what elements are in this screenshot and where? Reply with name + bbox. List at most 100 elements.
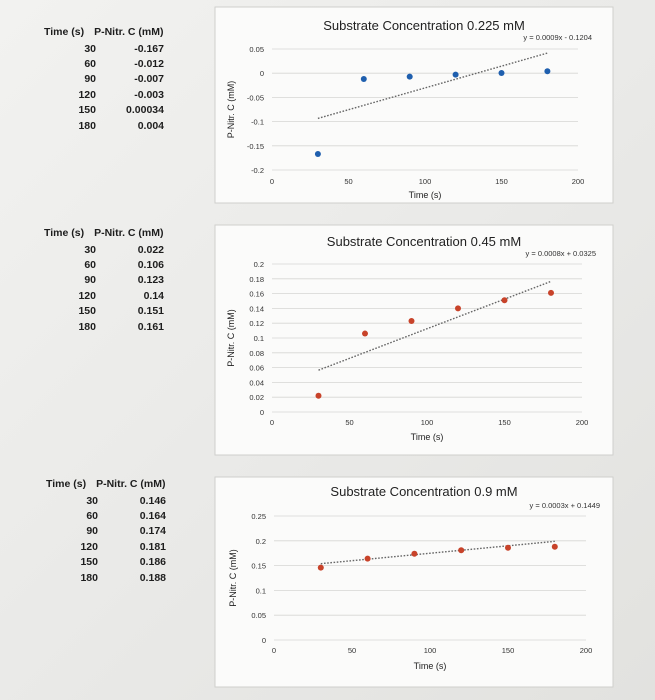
y-tick-label: 0 <box>262 636 266 645</box>
y-axis-label: P-Nitr. C (mM) <box>228 549 238 607</box>
concentration-cell: 0.106 <box>137 259 164 272</box>
time-cell: 60 <box>84 58 96 71</box>
data-point <box>455 305 461 312</box>
data-point <box>408 317 415 324</box>
concentration-column-header: P-Nitr. C (mM) <box>96 478 166 490</box>
data-point <box>314 151 321 158</box>
y-axis-label: P-Nitr. C (mM) <box>226 81 236 139</box>
data-point <box>360 76 367 83</box>
data-point <box>406 73 413 80</box>
x-tick-label: 200 <box>572 177 585 186</box>
time-cell: 120 <box>78 289 96 302</box>
time-cell: 60 <box>86 510 98 523</box>
table-row: 90 -0.007 <box>44 72 164 87</box>
y-tick-label: 0.1 <box>256 586 266 595</box>
y-axis-label: P-Nitr. C (mM) <box>226 309 236 367</box>
concentration-cell: 0.161 <box>137 320 164 333</box>
table-body: 30 0.146 60 0.164 90 0.174 120 0.181 150 0.186 180… <box>46 493 166 585</box>
chart-title: Substrate Concentration 0.9 mM <box>330 484 517 499</box>
table-row: 90 0.123 <box>44 273 164 288</box>
concentration-cell: 0.186 <box>139 556 166 569</box>
concentration-cell: -0.012 <box>134 58 164 71</box>
y-tick-label: 0.05 <box>249 45 264 54</box>
y-tick-label: 0.25 <box>251 512 266 521</box>
table-body: 30 -0.167 60 -0.012 90 -0.007 120 -0.003 150 0.00… <box>44 41 164 133</box>
y-tick-label: 0.15 <box>251 562 266 571</box>
time-cell: 90 <box>84 73 96 86</box>
x-axis-label: Time (s) <box>411 432 444 442</box>
time-cell: 120 <box>78 88 96 101</box>
time-cell: 180 <box>78 119 96 132</box>
x-tick-label: 0 <box>270 418 274 427</box>
concentration-cell: 0.022 <box>137 243 164 256</box>
chart-substrate-045: Substrate Concentration 0.45 mM y = 0.000… <box>214 224 614 456</box>
trendline <box>317 52 548 120</box>
time-cell: 90 <box>84 274 96 287</box>
table-header: Time (s) P-Nitr. C (mM) <box>44 26 164 38</box>
table-header: Time (s) P-Nitr. C (mM) <box>44 227 164 239</box>
table-row: 180 0.161 <box>44 319 164 334</box>
concentration-cell: -0.167 <box>134 42 164 55</box>
table-row: 60 0.164 <box>46 508 166 523</box>
data-point <box>548 289 554 296</box>
x-axis-label: Time (s) <box>409 190 442 200</box>
time-cell: 30 <box>84 42 96 55</box>
x-tick-label: 100 <box>419 177 432 186</box>
y-tick-label: -0.1 <box>251 118 264 127</box>
y-tick-label: -0.15 <box>247 142 264 151</box>
table-header: Time (s) P-Nitr. C (mM) <box>46 478 166 490</box>
data-point <box>544 68 551 75</box>
time-cell: 90 <box>86 525 98 538</box>
trendline-equation: y = 0.0003x + 0.1449 <box>530 501 600 510</box>
y-tick-label: 0 <box>260 408 264 417</box>
table-row: 150 0.186 <box>46 555 166 570</box>
table-row: 60 -0.012 <box>44 56 164 71</box>
time-cell: 180 <box>78 320 96 333</box>
table-row: 150 0.151 <box>44 304 164 319</box>
chart-substrate-0225: Substrate Concentration 0.225 mMy = 0.00… <box>214 6 614 204</box>
x-axis-label: Time (s) <box>414 661 447 671</box>
data-point <box>458 547 465 554</box>
time-cell: 30 <box>84 243 96 256</box>
x-tick-label: 150 <box>495 177 508 186</box>
concentration-cell: -0.003 <box>134 88 164 101</box>
time-cell: 150 <box>80 556 98 569</box>
x-tick-label: 50 <box>344 177 352 186</box>
data-point <box>498 70 505 77</box>
x-tick-label: 0 <box>272 646 276 655</box>
time-column-header: Time (s) <box>44 26 85 38</box>
concentration-cell: 0.188 <box>139 571 166 584</box>
y-tick-label: 0.04 <box>249 378 264 387</box>
y-tick-label: 0.1 <box>254 334 264 343</box>
time-cell: 60 <box>84 259 96 272</box>
time-cell: 150 <box>78 104 96 117</box>
concentration-cell: -0.007 <box>134 73 164 86</box>
y-tick-label: 0.2 <box>256 537 266 546</box>
x-tick-label: 200 <box>576 418 589 427</box>
table-row: 150 0.00034 <box>44 103 164 118</box>
table-row: 120 0.14 <box>44 288 164 303</box>
y-tick-label: 0.08 <box>249 349 264 358</box>
y-tick-label: 0.14 <box>249 304 264 313</box>
y-tick-label: 0.06 <box>249 364 264 373</box>
concentration-cell: 0.164 <box>139 510 166 523</box>
concentration-cell: 0.123 <box>137 274 164 287</box>
y-tick-label: -0.2 <box>251 166 264 175</box>
table-row: 60 0.106 <box>44 257 164 272</box>
data-point <box>411 550 418 557</box>
data-point <box>452 71 459 78</box>
concentration-cell: 0.14 <box>143 289 164 302</box>
data-table-1: Time (s) P-Nitr. C (mM) 30 -0.167 60 -0.012… <box>44 26 164 133</box>
x-tick-label: 50 <box>345 418 353 427</box>
concentration-cell: 0.174 <box>139 525 166 538</box>
time-column-header: Time (s) <box>46 478 87 490</box>
y-tick-label: -0.05 <box>247 93 264 102</box>
data-point <box>501 297 508 304</box>
data-point <box>364 555 371 562</box>
time-column-header: Time (s) <box>44 227 85 239</box>
data-table-3: Time (s) P-Nitr. C (mM) 30 0.146 60 0.164 90… <box>46 478 166 585</box>
y-tick-label: 0.2 <box>254 260 264 269</box>
table-row: 120 -0.003 <box>44 87 164 102</box>
table-row: 180 0.188 <box>46 570 166 585</box>
x-tick-label: 100 <box>424 646 437 655</box>
